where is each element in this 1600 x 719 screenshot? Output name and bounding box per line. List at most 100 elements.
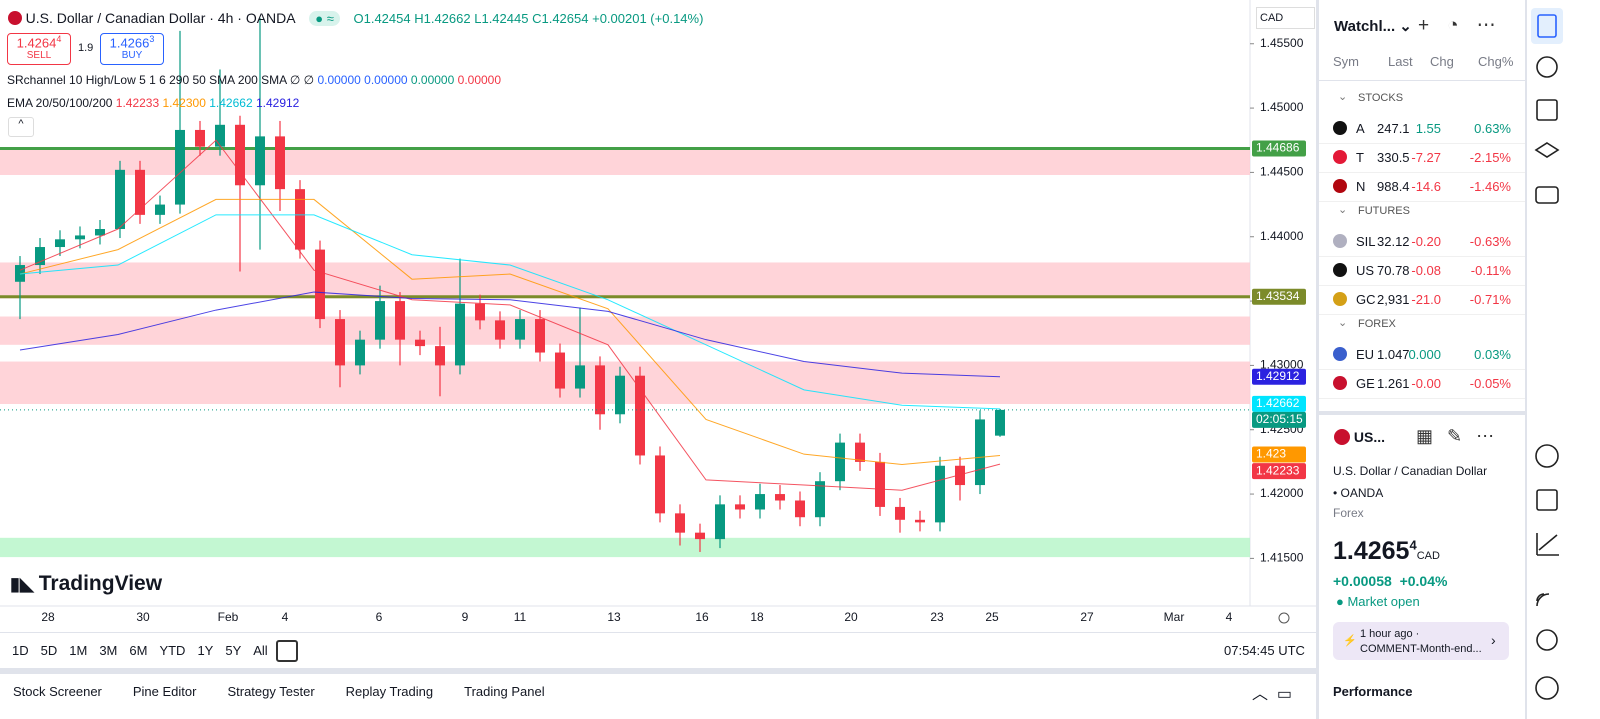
candle-body: [55, 239, 65, 248]
candle-body: [155, 204, 165, 215]
candle-body: [35, 247, 45, 266]
candle-body: [675, 513, 685, 533]
buy-price: 1.4266: [109, 35, 150, 51]
watchlist-row[interactable]: T 330.5 -7.27 -2.15%: [1319, 143, 1525, 173]
watchlist-tools[interactable]: +◔⋯: [1418, 15, 1514, 36]
market-status: ● Market open: [1336, 594, 1420, 609]
watchlist-row[interactable]: GC 2,931 -21.0 -0.71%: [1319, 285, 1525, 315]
ema-legend: EMA 20/50/100/200 1.42233 1.42300 1.4266…: [7, 96, 299, 110]
sr-legend: SRchannel 10 High/Low 5 1 6 290 50 SMA 2…: [7, 73, 501, 87]
row-change: -0.20: [1411, 234, 1441, 249]
x-tick-label: 11: [514, 610, 527, 624]
range-button[interactable]: 1D: [12, 643, 29, 658]
candle-body: [695, 532, 705, 540]
watchlist-row[interactable]: GE 1.261 -0.00 -0.05%: [1319, 369, 1525, 399]
range-button[interactable]: 1Y: [197, 643, 214, 658]
column-header: Chg: [1430, 54, 1454, 69]
chat-icon[interactable]: [1535, 186, 1559, 204]
chart-icon[interactable]: [1536, 533, 1559, 556]
range-button[interactable]: 5Y: [225, 643, 242, 658]
price-label-bg: [1252, 140, 1306, 157]
detail-sym: US...: [1353, 429, 1386, 445]
detail-exchange-text: OANDA: [1340, 486, 1384, 500]
watchlist-title-text: Watchl...: [1334, 18, 1396, 35]
x-tick-label: 28: [41, 610, 55, 624]
row-change: -21.0: [1411, 292, 1441, 307]
notifications-icon[interactable]: [1536, 629, 1558, 651]
row-percent: -0.63%: [1469, 234, 1511, 249]
watchlist-icon[interactable]: [1537, 14, 1557, 38]
bottom-tab[interactable]: Strategy Tester: [227, 684, 315, 699]
stream-icon[interactable]: [1536, 593, 1550, 607]
ohlc-open: O1.42454: [353, 11, 411, 26]
icon-bar: [1531, 8, 1563, 700]
candle-body: [255, 136, 265, 186]
settings-icon[interactable]: [1278, 612, 1290, 624]
y-tick-label: 1.44500: [1260, 165, 1304, 179]
row-symbol: GE: [1356, 376, 1375, 391]
ohlc-low: L1.42445: [474, 11, 529, 26]
candle-body: [535, 319, 545, 353]
bottom-tab[interactable]: Replay Trading: [345, 684, 434, 699]
section-title: STOCKS: [1358, 92, 1404, 104]
hotlist-icon[interactable]: [1536, 99, 1558, 121]
detail-name: U.S. Dollar / Canadian Dollar: [1333, 464, 1488, 478]
watchlist-row[interactable]: EU 1.047 0.000 0.03%: [1319, 340, 1525, 370]
row-symbol: GC: [1356, 292, 1376, 307]
panel-controls[interactable]: ︿ ▭: [1252, 686, 1293, 703]
bottom-tab[interactable]: Trading Panel: [464, 684, 545, 699]
candle-body: [835, 442, 845, 482]
row-percent: -0.71%: [1469, 292, 1511, 307]
alerts-icon[interactable]: [1536, 56, 1558, 78]
currency[interactable]: CAD: [1256, 7, 1315, 29]
y-tick-label: 1.41500: [1260, 551, 1304, 565]
x-tick-label: 13: [607, 610, 621, 624]
candle-body: [875, 461, 885, 507]
row-percent: -1.46%: [1469, 179, 1511, 194]
row-icon: [1333, 179, 1347, 193]
watchlist-title[interactable]: Watchl... ⌄: [1334, 18, 1412, 35]
layers-icon[interactable]: [1534, 142, 1560, 158]
watchlist-row[interactable]: SIL 32.12 -0.20 -0.63%: [1319, 227, 1525, 257]
watchlist-row[interactable]: US 70.78 -0.08 -0.11%: [1319, 256, 1525, 286]
range-button[interactable]: 5D: [40, 643, 58, 658]
collapse-button[interactable]: ^: [8, 117, 34, 137]
date-range-icon[interactable]: [276, 640, 298, 662]
candle-body: [275, 136, 285, 190]
range-button[interactable]: YTD: [159, 643, 186, 658]
watchlist-row[interactable]: A 247.1 1.55 0.63%: [1319, 114, 1525, 144]
ohlc-close: C1.42654: [532, 11, 589, 26]
candle-body: [975, 419, 985, 486]
range-button[interactable]: 6M: [129, 643, 148, 658]
candle-body: [375, 301, 385, 340]
candle-body: [615, 375, 625, 415]
x-tick-label: 18: [750, 610, 764, 624]
sr-zone: [0, 537, 1250, 558]
help-icon[interactable]: [1535, 676, 1559, 700]
bottom-tab[interactable]: Pine Editor: [132, 684, 197, 699]
sell-button[interactable]: 1.42644 SELL: [7, 33, 71, 65]
candle-body: [295, 189, 305, 250]
range-button[interactable]: 3M: [99, 643, 118, 658]
ideas-icon[interactable]: [1535, 444, 1559, 468]
buy-button[interactable]: 1.42663 BUY: [100, 33, 164, 65]
detail-currency: CAD: [1416, 550, 1440, 562]
symbol[interactable]: U.S. Dollar / Canadian Dollar · 4h · OAN…: [25, 10, 296, 26]
price-label: 1.42662: [1256, 396, 1300, 410]
range-button[interactable]: 1M: [69, 643, 88, 658]
candle-body: [995, 409, 1005, 436]
ema-value: 1.42233: [115, 96, 160, 110]
range-button[interactable]: All: [253, 643, 268, 658]
watchlist-row[interactable]: N 988.4 -14.6 -1.46%: [1319, 172, 1525, 202]
news-card[interactable]: 1 hour ago · COMMENT-Month-end... ⚡ ›: [1333, 622, 1509, 660]
calendar-icon[interactable]: [1536, 489, 1558, 511]
bottom-tab[interactable]: Stock Screener: [13, 684, 102, 699]
range-bar: 1D 5D 1M 3M 6M YTD 1Y 5Y All: [12, 643, 280, 658]
candle-body: [15, 265, 25, 282]
price-label-bg: [1252, 463, 1306, 480]
candle-body: [415, 339, 425, 347]
detail-tools[interactable]: ▦✎⋯: [1416, 426, 1509, 446]
price-label-bg: [1252, 368, 1306, 385]
ema-value: 1.42662: [209, 96, 253, 110]
candle-body: [495, 320, 505, 340]
